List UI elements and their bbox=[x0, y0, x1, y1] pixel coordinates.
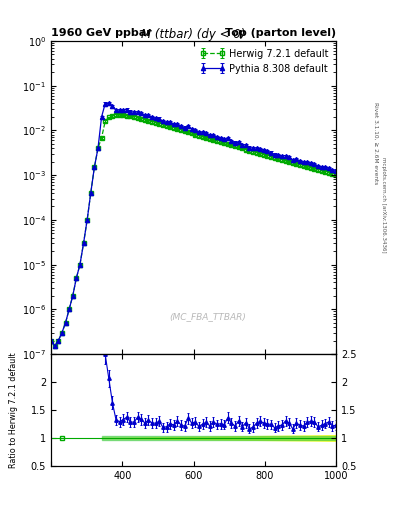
Text: Rivet 3.1.10, ≥ 2.6M events: Rivet 3.1.10, ≥ 2.6M events bbox=[373, 102, 378, 184]
Text: mcplots.cern.ch [arXiv:1306.3436]: mcplots.cern.ch [arXiv:1306.3436] bbox=[381, 157, 386, 252]
Text: (MC_FBA_TTBAR): (MC_FBA_TTBAR) bbox=[169, 312, 246, 321]
Legend: Herwig 7.2.1 default, Pythia 8.308 default: Herwig 7.2.1 default, Pythia 8.308 defau… bbox=[198, 46, 331, 76]
Title: M (ttbar) (dy < 0): M (ttbar) (dy < 0) bbox=[141, 28, 246, 41]
Text: Top (parton level): Top (parton level) bbox=[225, 28, 336, 38]
Text: 1960 GeV ppbar: 1960 GeV ppbar bbox=[51, 28, 152, 38]
Y-axis label: Ratio to Herwig 7.2.1 default: Ratio to Herwig 7.2.1 default bbox=[9, 352, 18, 468]
